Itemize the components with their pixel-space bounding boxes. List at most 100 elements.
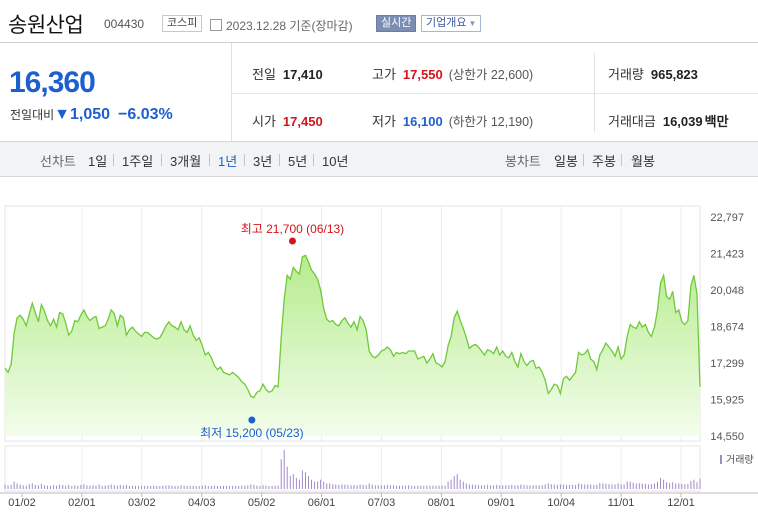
volume-bar: [34, 484, 36, 489]
chevron-down-icon: ▼: [468, 19, 477, 28]
volume-bar: [326, 483, 328, 489]
volume-bar: [110, 484, 112, 489]
volume-bar: [423, 485, 425, 489]
volume-bar: [144, 486, 146, 489]
volume-bar: [213, 485, 215, 489]
divider: [583, 154, 584, 166]
period-1w[interactable]: 1주일: [122, 154, 154, 169]
volume-bar: [13, 481, 15, 489]
period-1y[interactable]: 1년: [218, 154, 238, 169]
change-percent: −6.03%: [118, 106, 173, 123]
volume-bar: [207, 486, 209, 489]
x-tick-label: 05/02: [248, 497, 276, 509]
volume-bar: [362, 484, 364, 489]
volume-bar: [229, 486, 231, 489]
volume-bar: [298, 479, 300, 489]
volume-bar: [295, 477, 297, 489]
y-tick-label: 18,674: [710, 322, 744, 334]
volume-bar: [289, 476, 291, 489]
quote-panel: 16,360 전일대비▼1,050 −6.03% 전일 17,410 고가 17,55…: [0, 42, 758, 142]
volume-bar: [265, 485, 267, 489]
volume-bar: [465, 483, 467, 489]
trade-amount: 거래대금 16,039 백만: [608, 114, 729, 129]
volume-bar: [541, 485, 543, 489]
stock-header: 송원산업 004430 코스피 2023.12.28 기준(장마감) 실시간 기…: [0, 0, 758, 42]
volume-bar: [383, 485, 385, 489]
prev-close: 전일 17,410: [252, 67, 323, 82]
volume-bar: [581, 484, 583, 489]
x-tick-label: 01/02: [8, 497, 36, 509]
current-price: 16,360: [9, 66, 96, 99]
volume-bar: [520, 484, 522, 489]
volume-bar: [386, 484, 388, 489]
volume-bar: [341, 484, 343, 489]
candle-weekly[interactable]: 주봉: [592, 154, 616, 169]
candle-monthly[interactable]: 월봉: [631, 154, 655, 169]
candle-chart-label: 봉차트: [505, 154, 541, 169]
volume-bar: [441, 485, 443, 489]
volume-bar: [95, 485, 97, 489]
x-tick-label: 02/01: [68, 497, 96, 509]
realtime-button[interactable]: 실시간: [376, 15, 417, 32]
period-5y[interactable]: 5년: [288, 154, 308, 169]
volume-bar: [626, 481, 628, 489]
volume-bar: [262, 485, 264, 489]
volume-bar: [684, 484, 686, 489]
volume-bar: [56, 485, 58, 489]
volume-bar: [438, 485, 440, 489]
volume-bar: [65, 485, 67, 489]
volume-bar: [113, 485, 115, 489]
volume-bar: [135, 486, 136, 489]
period-1d[interactable]: 1일: [88, 154, 108, 169]
volume-bar: [660, 477, 661, 489]
volume-bar: [562, 484, 564, 489]
volume-bar: [632, 482, 634, 489]
candle-daily[interactable]: 일봉: [554, 154, 578, 169]
divider: [113, 154, 114, 166]
volume-bar: [578, 483, 580, 489]
min-marker: [248, 416, 256, 424]
volume-legend: 거래량: [726, 454, 754, 466]
volume-bar: [37, 485, 39, 489]
period-3y[interactable]: 3년: [253, 154, 273, 169]
volume-bar: [532, 485, 534, 489]
volume-bar: [687, 483, 689, 489]
period-10y[interactable]: 10년: [322, 154, 349, 169]
volume-bar: [663, 479, 665, 489]
company-info-button[interactable]: 기업개요 ▼: [421, 15, 482, 32]
volume-bar: [259, 486, 261, 489]
volume-bar: [547, 483, 549, 489]
volume-bar: [435, 485, 437, 489]
divider: [313, 154, 314, 166]
date-text: 2023.12.28 기준(장마감): [226, 19, 353, 33]
period-3m[interactable]: 3개월: [170, 154, 202, 169]
volume-bar: [241, 485, 243, 489]
date-info: 2023.12.28 기준(장마감): [210, 17, 353, 34]
volume-bar: [186, 486, 188, 489]
volume-bar: [471, 484, 473, 489]
volume-bar: [101, 486, 103, 489]
volume-bar: [216, 486, 218, 489]
volume-bar: [10, 484, 12, 489]
x-tick-label: 09/01: [488, 497, 516, 509]
volume-bar: [559, 484, 561, 489]
volume-bar: [98, 484, 100, 489]
volume-bar: [641, 483, 643, 489]
divider: [621, 154, 622, 166]
volume-bar: [487, 484, 489, 489]
volume-bar: [544, 484, 546, 489]
divider: [594, 53, 595, 132]
volume-bar: [657, 481, 658, 489]
volume-bar: [180, 485, 182, 489]
volume-bar: [414, 485, 416, 489]
y-tick-label: 14,550: [710, 431, 744, 443]
volume-bar: [481, 485, 482, 489]
x-tick-label: 11/01: [608, 497, 635, 509]
volume-bar: [393, 485, 394, 489]
volume-bar: [353, 484, 355, 489]
volume-bar: [377, 485, 379, 489]
volume-bar: [125, 484, 127, 489]
volume-bar: [168, 485, 170, 489]
volume-bar: [314, 481, 316, 489]
price-line: [4, 254, 701, 399]
